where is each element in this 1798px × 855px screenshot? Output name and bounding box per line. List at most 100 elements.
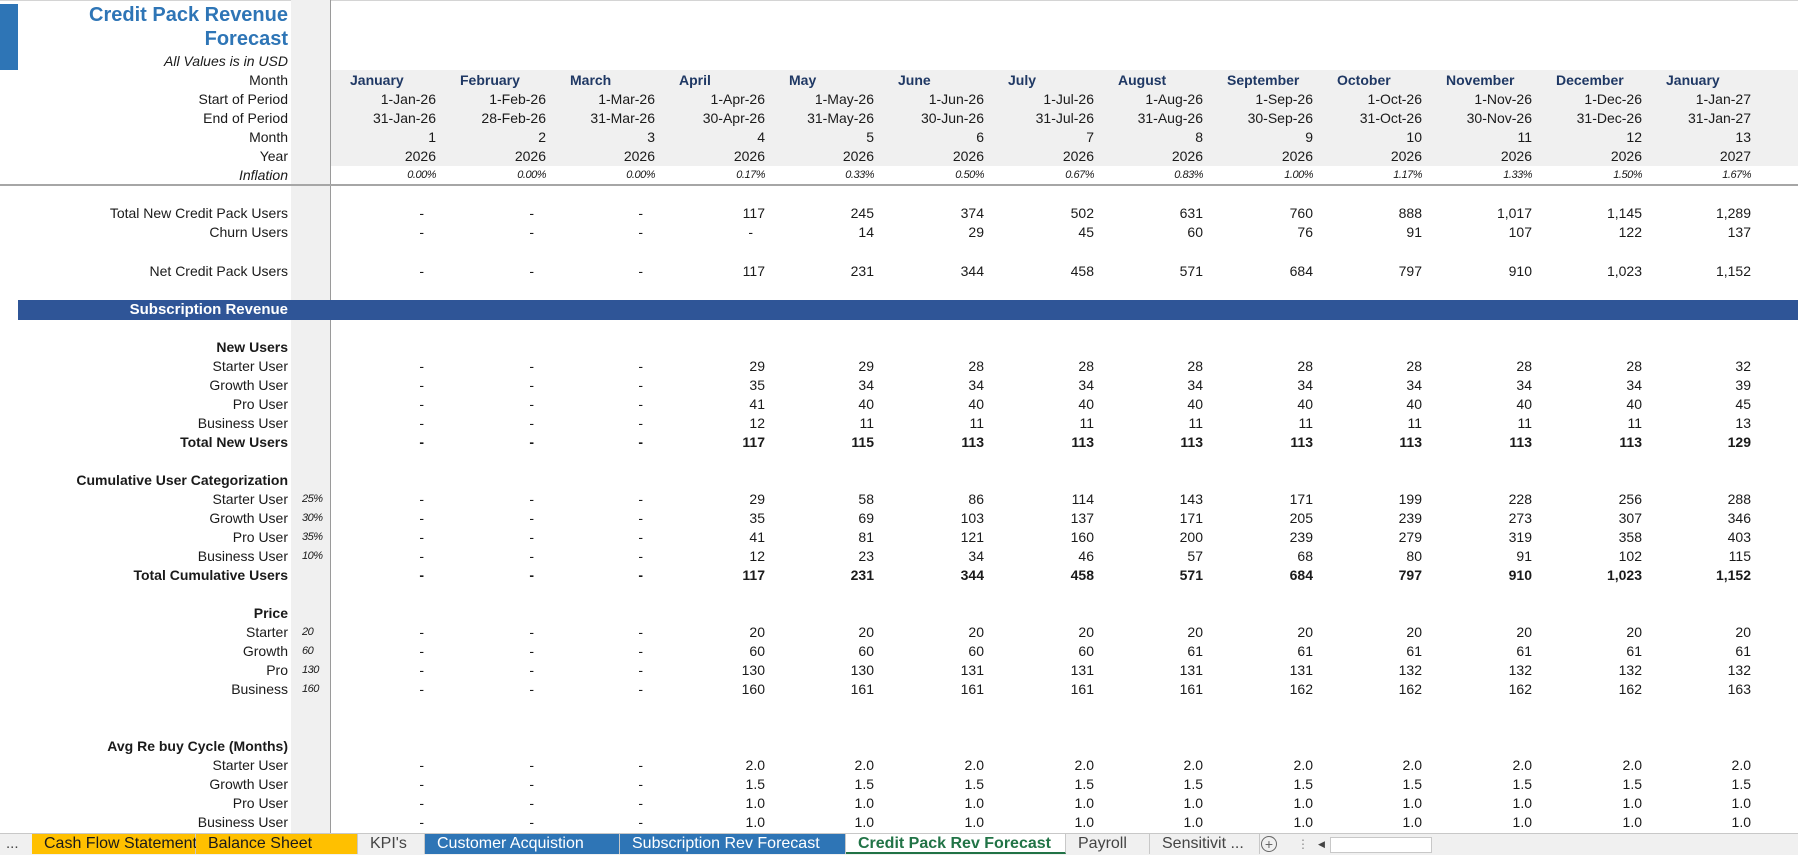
value-cell[interactable]: 231	[850, 567, 874, 583]
value-cell[interactable]: 160	[741, 681, 765, 697]
base-price[interactable]: 160	[302, 683, 319, 695]
value-cell[interactable]: 60	[1078, 643, 1094, 659]
value-cell[interactable]: 2.0	[964, 757, 984, 773]
header-cell-num[interactable]: 12	[1626, 129, 1642, 145]
value-cell[interactable]: -	[638, 662, 643, 678]
value-cell[interactable]: 29	[858, 358, 874, 374]
sheet-tab-balance-sheet[interactable]: Balance Sheet	[196, 834, 358, 854]
value-cell[interactable]: 1,145	[1606, 205, 1642, 221]
value-cell[interactable]: 137	[1070, 510, 1094, 526]
sheet-tab-cash-flow-statement[interactable]: Cash Flow Statement	[32, 834, 197, 854]
header-cell-month[interactable]: January	[1666, 72, 1720, 88]
value-cell[interactable]: 28	[1187, 358, 1203, 374]
header-cell-month[interactable]: October	[1337, 72, 1391, 88]
value-cell[interactable]: 458	[1070, 567, 1094, 583]
header-cell-start[interactable]: 1-Sep-26	[1255, 91, 1313, 107]
value-cell[interactable]: 61	[1406, 643, 1422, 659]
value-cell[interactable]: -	[529, 491, 534, 507]
value-cell[interactable]: 28	[1406, 358, 1422, 374]
header-cell-num[interactable]: 3	[647, 129, 655, 145]
header-cell-num[interactable]: 9	[1305, 129, 1313, 145]
value-cell[interactable]: 2.0	[1622, 757, 1642, 773]
value-cell[interactable]: 122	[1618, 224, 1642, 240]
header-cell-inflation[interactable]: 0.67%	[1065, 169, 1094, 181]
value-cell[interactable]: 12	[749, 415, 765, 431]
value-cell[interactable]: 162	[1508, 681, 1532, 697]
value-cell[interactable]: 113	[1509, 434, 1532, 450]
value-cell[interactable]: 86	[968, 491, 984, 507]
more-tabs-button[interactable]: ...	[6, 835, 19, 852]
header-cell-inflation[interactable]: 0.17%	[736, 169, 765, 181]
value-cell[interactable]: -	[419, 358, 424, 374]
header-cell-inflation[interactable]: 1.33%	[1503, 169, 1532, 181]
value-cell[interactable]: 143	[1179, 491, 1203, 507]
value-cell[interactable]: 61	[1297, 643, 1313, 659]
value-cell[interactable]: 61	[1735, 643, 1751, 659]
header-cell-year[interactable]: 2026	[514, 148, 546, 164]
value-cell[interactable]: 239	[1398, 510, 1422, 526]
header-cell-end[interactable]: 31-Aug-26	[1137, 110, 1203, 126]
value-cell[interactable]: 571	[1179, 263, 1203, 279]
header-cell-num[interactable]: 4	[757, 129, 765, 145]
header-cell-month[interactable]: July	[1008, 72, 1037, 88]
header-cell-num[interactable]: 10	[1406, 129, 1422, 145]
header-cell-start[interactable]: 1-Nov-26	[1474, 91, 1532, 107]
value-cell[interactable]: 40	[1078, 396, 1094, 412]
value-cell[interactable]: 39	[1735, 377, 1751, 393]
value-cell[interactable]: 40	[1406, 396, 1422, 412]
value-cell[interactable]: 132	[1508, 662, 1532, 678]
mix-percent[interactable]: 25%	[302, 493, 323, 505]
header-cell-end[interactable]: 30-Sep-26	[1247, 110, 1313, 126]
value-cell[interactable]: 239	[1289, 529, 1313, 545]
header-cell-year[interactable]: 2026	[952, 148, 984, 164]
header-cell-year[interactable]: 2026	[842, 148, 874, 164]
value-cell[interactable]: -	[529, 510, 534, 526]
header-cell-end[interactable]: 31-Oct-26	[1359, 110, 1422, 126]
value-cell[interactable]: 61	[1516, 643, 1532, 659]
value-cell[interactable]: -	[638, 681, 643, 697]
value-cell[interactable]: -	[419, 396, 424, 412]
value-cell[interactable]: 1.0	[1074, 795, 1094, 811]
header-cell-inflation[interactable]: 0.00%	[626, 169, 655, 181]
value-cell[interactable]: 34	[968, 377, 984, 393]
value-cell[interactable]: 107	[1508, 224, 1532, 240]
mix-percent[interactable]: 35%	[302, 531, 323, 543]
value-cell[interactable]: 130	[850, 662, 874, 678]
value-cell[interactable]: 113	[1071, 434, 1094, 450]
header-cell-inflation[interactable]: 0.83%	[1174, 169, 1203, 181]
value-cell[interactable]: 60	[749, 643, 765, 659]
value-cell[interactable]: 132	[1398, 662, 1422, 678]
value-cell[interactable]: 162	[1618, 681, 1642, 697]
header-cell-num[interactable]: 13	[1735, 129, 1751, 145]
value-cell[interactable]: 1.5	[1293, 776, 1313, 792]
value-cell[interactable]: 161	[1179, 681, 1203, 697]
value-cell[interactable]: 13	[1735, 415, 1751, 431]
value-cell[interactable]: 631	[1179, 205, 1203, 221]
value-cell[interactable]: 20	[1626, 624, 1642, 640]
value-cell[interactable]: 40	[1297, 396, 1313, 412]
value-cell[interactable]: 1.0	[1622, 814, 1642, 830]
value-cell[interactable]: 228	[1508, 491, 1532, 507]
value-cell[interactable]: 1.5	[854, 776, 874, 792]
tab-split-handle[interactable]: ⋮	[1297, 837, 1309, 851]
header-cell-month[interactable]: August	[1118, 72, 1167, 88]
header-cell-year[interactable]: 2026	[1171, 148, 1203, 164]
value-cell[interactable]: 307	[1618, 510, 1642, 526]
value-cell[interactable]: 20	[968, 624, 984, 640]
value-cell[interactable]: 161	[850, 681, 874, 697]
value-cell[interactable]: 23	[858, 548, 874, 564]
value-cell[interactable]: 1.5	[1622, 776, 1642, 792]
value-cell[interactable]: 1.0	[1293, 795, 1313, 811]
value-cell[interactable]: 34	[1187, 377, 1203, 393]
value-cell[interactable]: 131	[1070, 662, 1094, 678]
value-cell[interactable]: 69	[858, 510, 874, 526]
value-cell[interactable]: 76	[1297, 224, 1313, 240]
value-cell[interactable]: -	[419, 529, 424, 545]
header-cell-inflation[interactable]: 0.00%	[407, 169, 436, 181]
value-cell[interactable]: 1.0	[854, 814, 874, 830]
header-cell-year[interactable]: 2026	[1500, 148, 1532, 164]
value-cell[interactable]: 34	[858, 377, 874, 393]
value-cell[interactable]: 28	[1516, 358, 1532, 374]
value-cell[interactable]: 256	[1618, 491, 1642, 507]
header-cell-year[interactable]: 2026	[404, 148, 436, 164]
